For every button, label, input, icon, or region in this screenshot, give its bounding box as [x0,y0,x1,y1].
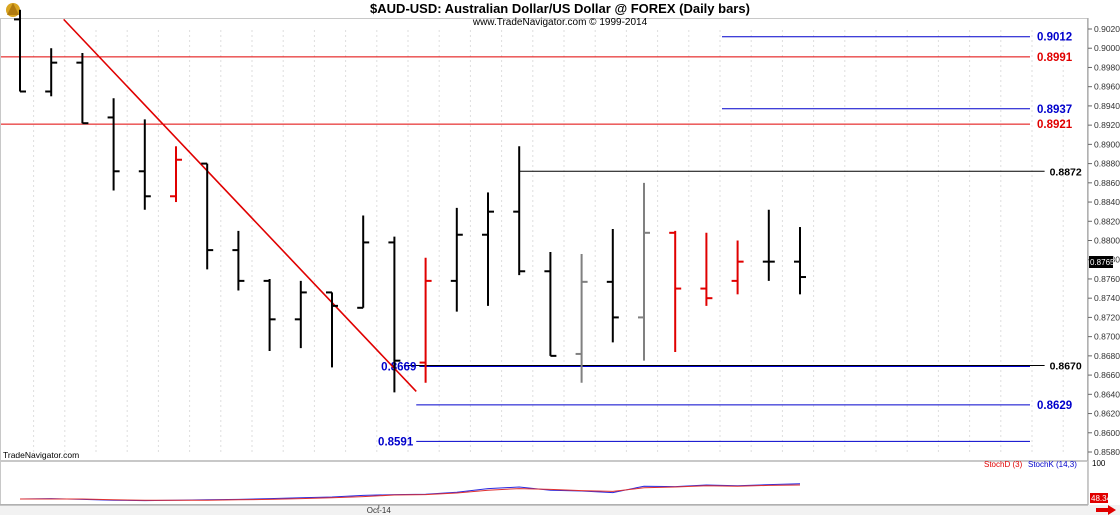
downtrend-line [63,18,417,392]
ohlc-bar [326,291,338,368]
ohlc-bar [450,207,463,312]
y-tick-label: 0.8820 [1094,216,1120,226]
ohlc-bar [138,119,151,210]
ohlc-bar [513,146,526,276]
y-tick-label: 0.8660 [1094,370,1120,380]
ohlc-bar [544,252,557,357]
stoch-value-label: 48.34 [1091,494,1112,503]
level-label: 0.8629 [1037,400,1072,412]
last-price-label: 0.8765 [1090,258,1115,267]
y-tick-label: 0.8760 [1094,274,1120,284]
ohlc-bar [263,278,276,352]
y-tick-label: 0.8900 [1094,139,1120,149]
y-tick-label: 0.8740 [1094,293,1120,303]
stoch-d-label: StochD (3) [984,460,1023,469]
stoch-k-label: StochK (14,3) [1028,460,1077,469]
ohlc-bar [606,228,619,343]
stoch-d-line [20,484,801,501]
x-tick-label: Oct-14 [367,506,392,515]
ohlc-bar [700,232,713,306]
level-label: 0.8937 [1037,104,1072,116]
ohlc-bar [731,240,744,295]
y-tick-label: 0.9020 [1094,24,1120,34]
ohlc-bar [482,192,494,306]
ohlc-bar [357,215,370,309]
chart-subtitle: www.TradeNavigator.com © 1999-2014 [472,17,648,28]
level-label: 0.8991 [1037,52,1073,64]
y-tick-label: 0.8580 [1094,447,1120,457]
ohlc-bar [762,209,775,281]
ohlc-bar [201,162,214,270]
watermark: TradeNavigator.com [3,450,79,460]
ohlc-bar [419,257,432,383]
level-label: 0.8591 [378,436,414,448]
y-tick-label: 0.8860 [1094,178,1120,188]
y-tick-label: 0.8640 [1094,389,1120,399]
level-label: 0.8670 [1050,360,1082,372]
y-tick-label: 0.8620 [1094,409,1120,419]
y-tick-label: 0.8700 [1094,332,1120,342]
y-tick-label: 0.8720 [1094,312,1120,322]
level-label: 0.8669 [381,361,416,373]
chart-title: $AUD-USD: Australian Dollar/US Dollar @ … [370,1,750,16]
ohlc-bar [638,182,650,361]
stoch-top-label: 100 [1092,459,1106,468]
ohlc-bar [232,230,245,291]
y-tick-label: 0.9000 [1094,43,1120,53]
ohlc-bar [575,253,588,383]
last-price-marker: 0.8765 [1089,256,1115,268]
ohlc-bar [76,53,89,125]
ohlc-bar [14,9,26,93]
ohlc-bar [294,280,307,349]
level-label: 0.9012 [1037,32,1072,44]
ohlc-bar [45,48,58,97]
gridlines [33,30,1064,455]
y-tick-label: 0.8680 [1094,351,1120,361]
stochastic-panel: 100 StochD (3) StochK (14,3) 48.34 [19,459,1112,503]
y-tick-label: 0.8940 [1094,101,1120,111]
trendline [63,18,417,392]
y-tick-label: 0.8980 [1094,62,1120,72]
price-levels: 0.9012 0.8991 0.8937 0.8921 0.8872 0.8670 0.86… [1,32,1082,448]
ohlc-bar [388,236,401,393]
x-axis-labels: Oct-14Nov-14 [367,505,392,515]
level-label: 0.8921 [1037,119,1073,131]
ohlc-bar [170,146,182,203]
y-tick-label: 0.8920 [1094,120,1120,130]
ohlc-bars [14,9,806,393]
y-axis-ticks: 0.9020 0.9000 0.8980 0.8960 0.8940 0.8920 0.89… [1088,24,1120,457]
y-tick-label: 0.8600 [1094,428,1120,438]
ohlc-bar [669,230,682,353]
ohlc-bar [794,227,806,295]
y-tick-label: 0.8840 [1094,197,1120,207]
ohlc-bar [107,98,120,191]
scroll-right-icon[interactable] [1096,505,1116,515]
level-label: 0.8872 [1050,166,1082,178]
y-tick-label: 0.8880 [1094,159,1120,169]
y-tick-label: 0.8800 [1094,236,1120,246]
logo-icon [6,3,20,17]
y-tick-label: 0.8960 [1094,82,1120,92]
